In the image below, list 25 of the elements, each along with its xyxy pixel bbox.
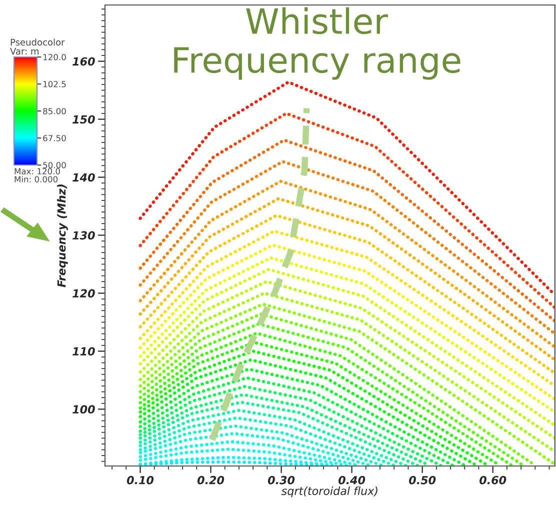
y-tick-label: 140 bbox=[72, 173, 95, 182]
x-axis-title: sqrt(toroidal flux) bbox=[282, 486, 378, 498]
y-tick-label: 130 bbox=[72, 231, 95, 240]
x-tick-label: 0.50 bbox=[409, 476, 436, 484]
x-tick-label: 0.10 bbox=[126, 476, 154, 484]
y-tick-label: 120 bbox=[72, 289, 95, 298]
x-tick-label: 0.40 bbox=[338, 476, 366, 484]
color-bar-label: 102.5 bbox=[43, 80, 66, 88]
text: Var: m bbox=[10, 48, 38, 55]
text: Max: 120.0 bbox=[14, 168, 60, 174]
y-tick-label: 100 bbox=[72, 405, 95, 414]
x-tick-label: 0.30 bbox=[268, 476, 295, 484]
color-bar-label: 67.50 bbox=[43, 134, 66, 142]
color-bar-label: 120.0 bbox=[43, 54, 66, 60]
text: Pseudocolor bbox=[10, 38, 65, 46]
color-bar-label: 85.00 bbox=[43, 108, 66, 114]
x-tick-label: 0.20 bbox=[197, 476, 224, 484]
annotation: Whistler Frequency range bbox=[174, 7, 460, 80]
color-bar-label: 50.00 bbox=[43, 162, 66, 168]
y-tick-label: 160 bbox=[72, 57, 95, 66]
y-tick-label: 150 bbox=[72, 115, 95, 124]
y-tick-label: 110 bbox=[72, 347, 95, 356]
text: Min: 0.000 bbox=[14, 176, 58, 182]
x-tick-label: 0.60 bbox=[480, 476, 506, 484]
y-axis-title: Frequency (Mhz) bbox=[57, 184, 68, 288]
